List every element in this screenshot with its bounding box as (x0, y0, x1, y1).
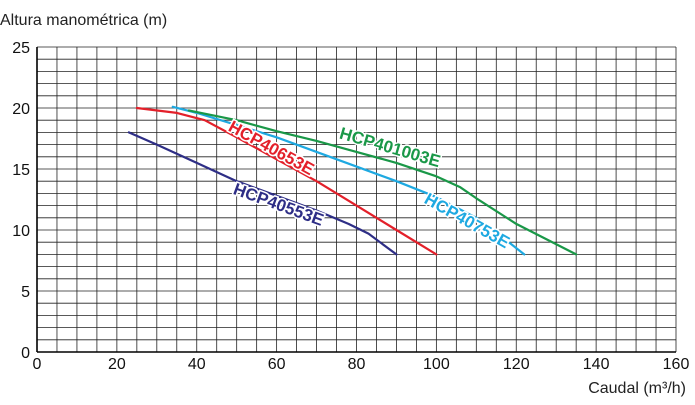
y-tick-label: 25 (12, 40, 30, 57)
x-tick-label: 20 (108, 356, 126, 373)
y-tick-label: 20 (12, 101, 30, 118)
y-tick-label: 10 (12, 223, 30, 240)
series-label-hcp40753e: HCP40753E (421, 189, 513, 252)
series-label-hcp40553e: HCP40553E (231, 180, 326, 230)
series-label-hcp401003e: HCP401003E (337, 124, 442, 171)
x-tick-label: 160 (663, 356, 690, 373)
axes (36, 47, 676, 353)
series-lines (127, 105, 578, 256)
x-tick-label: 40 (188, 356, 206, 373)
x-tick-label: 120 (503, 356, 530, 373)
y-axis-title: Altura manométrica (m) (0, 12, 167, 29)
x-axis-title: Caudal (m³/h) (588, 380, 686, 397)
series-line-hcp40653e (135, 106, 438, 256)
series-line-hcp40553e (127, 131, 398, 256)
x-tick-label: 0 (33, 356, 42, 373)
x-tick-label: 100 (423, 356, 450, 373)
grid (36, 46, 677, 353)
x-tick-label: 140 (583, 356, 610, 373)
y-tick-label: 0 (21, 345, 30, 362)
x-tick-label: 80 (348, 356, 366, 373)
tick-labels: 0 20 40 60 80 100 120 140 160 0 5 10 15 20 25 (12, 40, 689, 373)
x-tick-label: 60 (268, 356, 286, 373)
series-line-hcp40753e (171, 105, 526, 256)
y-tick-label: 5 (21, 284, 30, 301)
y-tick-label: 15 (12, 162, 30, 179)
series-line-hcp401003e (187, 109, 578, 256)
